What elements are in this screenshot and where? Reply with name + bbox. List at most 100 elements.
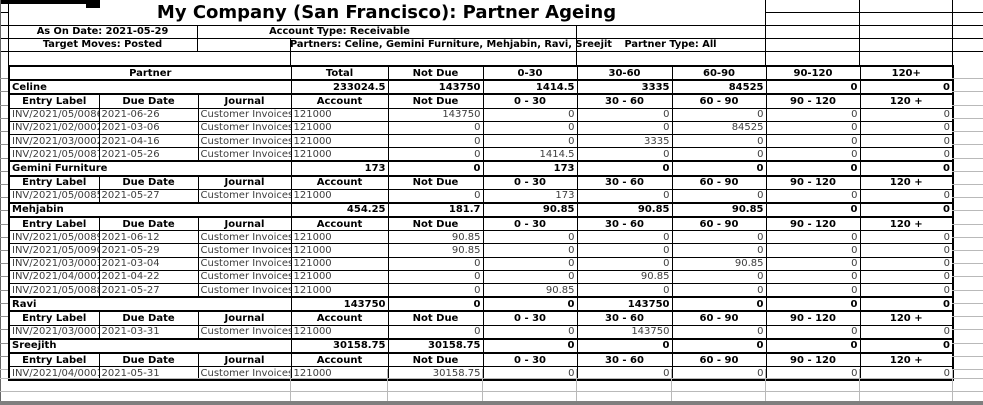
entry-cell[interactable]: 0 xyxy=(482,230,578,245)
entry-cell[interactable]: 0 xyxy=(671,269,767,285)
entry-cell[interactable]: 0 xyxy=(671,147,767,162)
column-header-partner[interactable]: Partner xyxy=(8,64,292,82)
section-column-header[interactable]: Entry Label xyxy=(8,93,100,109)
entry-cell[interactable]: 0 xyxy=(859,324,954,340)
entry-cell[interactable]: INV/2021/05/0086 xyxy=(8,107,100,122)
entry-cell[interactable]: 0 xyxy=(482,243,578,258)
entry-cell[interactable]: 90.85 xyxy=(482,283,578,298)
partner-total-cell[interactable]: 143750 xyxy=(387,79,484,96)
partner-total-cell[interactable]: 84525 xyxy=(671,79,767,96)
partner-total-cell[interactable]: 0 xyxy=(482,337,578,354)
section-column-header[interactable]: 120 + xyxy=(859,351,954,368)
section-column-header[interactable]: Due Date xyxy=(98,174,199,190)
entry-cell[interactable]: 121000 xyxy=(290,324,389,340)
section-column-header[interactable]: 60 - 90 xyxy=(671,174,767,190)
section-column-header[interactable]: 60 - 90 xyxy=(671,351,767,368)
entry-cell[interactable]: 121000 xyxy=(290,188,389,204)
entry-cell[interactable]: 121000 xyxy=(290,243,389,258)
column-header[interactable]: Not Due xyxy=(387,64,484,82)
partner-total-cell[interactable]: 0 xyxy=(671,296,767,313)
entry-cell[interactable]: 173 xyxy=(482,188,578,204)
section-column-header[interactable]: Account xyxy=(290,351,389,368)
entry-cell[interactable]: INV/2021/05/0087 xyxy=(8,147,100,162)
entry-cell[interactable]: 0 xyxy=(387,283,484,298)
entry-cell[interactable]: 2021-05-27 xyxy=(98,283,199,298)
entry-cell[interactable]: INV/2021/05/0088 xyxy=(8,283,100,298)
partner-name-cell[interactable]: Sreejith xyxy=(8,337,292,354)
section-column-header[interactable]: Not Due xyxy=(387,93,484,109)
section-column-header[interactable]: Account xyxy=(290,310,389,326)
entry-cell[interactable]: 0 xyxy=(859,147,954,162)
partner-total-cell[interactable]: 90.85 xyxy=(482,201,578,219)
entry-cell[interactable]: INV/2021/05/0085 xyxy=(8,188,100,204)
partner-total-cell[interactable]: 0 xyxy=(671,337,767,354)
entry-cell[interactable]: 0 xyxy=(671,188,767,204)
partner-total-cell[interactable]: 0 xyxy=(387,296,484,313)
partner-total-cell[interactable]: 0 xyxy=(765,296,861,313)
section-column-header[interactable]: Journal xyxy=(197,174,292,190)
column-header[interactable]: 120+ xyxy=(859,64,954,82)
entry-cell[interactable]: INV/2021/03/0001 xyxy=(8,324,100,340)
section-column-header[interactable]: Journal xyxy=(197,216,292,232)
section-column-header[interactable]: 30 - 60 xyxy=(576,216,673,232)
section-column-header[interactable]: 0 - 30 xyxy=(482,310,578,326)
partner-total-cell[interactable]: 0 xyxy=(671,160,767,177)
entry-cell[interactable]: 2021-03-06 xyxy=(98,120,199,135)
partner-total-cell[interactable]: 454.25 xyxy=(290,201,389,219)
entry-cell[interactable]: 0 xyxy=(765,243,861,258)
partner-total-cell[interactable]: 0 xyxy=(765,201,861,219)
entry-cell[interactable]: 0 xyxy=(859,133,954,149)
entry-cell[interactable]: 0 xyxy=(859,243,954,258)
partner-total-cell[interactable]: 1414.5 xyxy=(482,79,578,96)
section-column-header[interactable]: 90 - 120 xyxy=(765,93,861,109)
partner-total-cell[interactable]: 0 xyxy=(765,160,861,177)
section-column-header[interactable]: 90 - 120 xyxy=(765,216,861,232)
column-header[interactable]: 90-120 xyxy=(765,64,861,82)
entry-cell[interactable]: INV/2021/04/0002 xyxy=(8,269,100,285)
filter-account-type[interactable]: Account Type: Receivable xyxy=(269,26,410,37)
entry-cell[interactable]: 0 xyxy=(576,188,673,204)
entry-cell[interactable]: Customer Invoices xyxy=(197,120,292,135)
entry-cell[interactable]: 0 xyxy=(671,230,767,245)
entry-cell[interactable]: 0 xyxy=(576,230,673,245)
entry-cell[interactable]: 2021-04-22 xyxy=(98,269,199,285)
entry-cell[interactable]: 0 xyxy=(859,269,954,285)
entry-cell[interactable]: INV/2021/03/0002 xyxy=(8,133,100,149)
entry-cell[interactable]: Customer Invoices xyxy=(197,230,292,245)
entry-cell[interactable]: 121000 xyxy=(290,133,389,149)
entry-cell[interactable]: 121000 xyxy=(290,147,389,162)
section-column-header[interactable]: 30 - 60 xyxy=(576,310,673,326)
section-column-header[interactable]: 0 - 30 xyxy=(482,93,578,109)
partner-total-cell[interactable]: 90.85 xyxy=(671,201,767,219)
entry-cell[interactable]: 0 xyxy=(859,120,954,135)
section-column-header[interactable]: Account xyxy=(290,93,389,109)
section-column-header[interactable]: 90 - 120 xyxy=(765,174,861,190)
entry-cell[interactable]: 0 xyxy=(765,147,861,162)
section-column-header[interactable]: Entry Label xyxy=(8,216,100,232)
entry-cell[interactable]: 121000 xyxy=(290,120,389,135)
entry-cell[interactable]: 0 xyxy=(576,147,673,162)
entry-cell[interactable]: 121000 xyxy=(290,107,389,122)
entry-cell[interactable]: Customer Invoices xyxy=(197,283,292,298)
section-column-header[interactable]: 60 - 90 xyxy=(671,216,767,232)
entry-cell[interactable]: Customer Invoices xyxy=(197,107,292,122)
section-column-header[interactable]: Due Date xyxy=(98,93,199,109)
partner-total-cell[interactable]: 173 xyxy=(482,160,578,177)
section-column-header[interactable]: 90 - 120 xyxy=(765,351,861,368)
entry-cell[interactable]: 0 xyxy=(482,269,578,285)
section-column-header[interactable]: Not Due xyxy=(387,351,484,368)
entry-cell[interactable]: 0 xyxy=(387,120,484,135)
entry-cell[interactable]: 121000 xyxy=(290,283,389,298)
section-column-header[interactable]: Account xyxy=(290,174,389,190)
entry-cell[interactable]: Customer Invoices xyxy=(197,147,292,162)
entry-cell[interactable]: 90.85 xyxy=(387,243,484,258)
entry-cell[interactable]: 1414.5 xyxy=(482,147,578,162)
partner-total-cell[interactable]: 0 xyxy=(765,337,861,354)
entry-cell[interactable]: 0 xyxy=(482,107,578,122)
entry-cell[interactable]: 0 xyxy=(765,269,861,285)
entry-cell[interactable]: Customer Invoices xyxy=(197,133,292,149)
section-column-header[interactable]: 0 - 30 xyxy=(482,174,578,190)
partner-total-cell[interactable]: 0 xyxy=(859,201,954,219)
entry-cell[interactable]: 2021-05-29 xyxy=(98,243,199,258)
section-column-header[interactable]: Due Date xyxy=(98,351,199,368)
